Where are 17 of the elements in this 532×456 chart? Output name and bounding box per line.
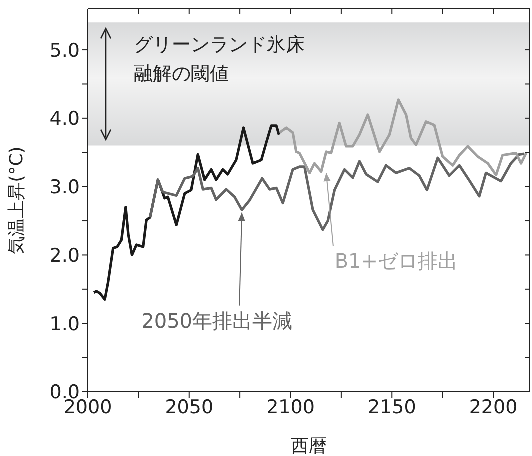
- annotation: 2050年排出半減: [142, 308, 293, 333]
- y-tick-label: 5.0: [50, 40, 80, 62]
- y-tick-label: 4.0: [50, 108, 80, 130]
- y-tick-label: 2.0: [50, 244, 80, 267]
- line-series: [92, 124, 280, 301]
- band-label: グリーンランド氷床融解の閾値: [134, 32, 306, 87]
- line-series: [278, 98, 528, 176]
- x-tick-label: 2150: [368, 396, 416, 418]
- y-axis-title: 気温上昇(°C): [6, 146, 28, 254]
- x-tick-label: 2100: [266, 396, 315, 418]
- x-tick-label: 2050: [165, 396, 214, 418]
- annotation: B1+ゼロ排出: [334, 249, 458, 274]
- line-series: [148, 152, 526, 232]
- y-tick-label: 1.0: [50, 313, 80, 336]
- y-tick-label: 3.0: [50, 176, 80, 199]
- x-tick-label: 2200: [469, 396, 518, 418]
- x-axis-title: 西暦: [291, 436, 327, 456]
